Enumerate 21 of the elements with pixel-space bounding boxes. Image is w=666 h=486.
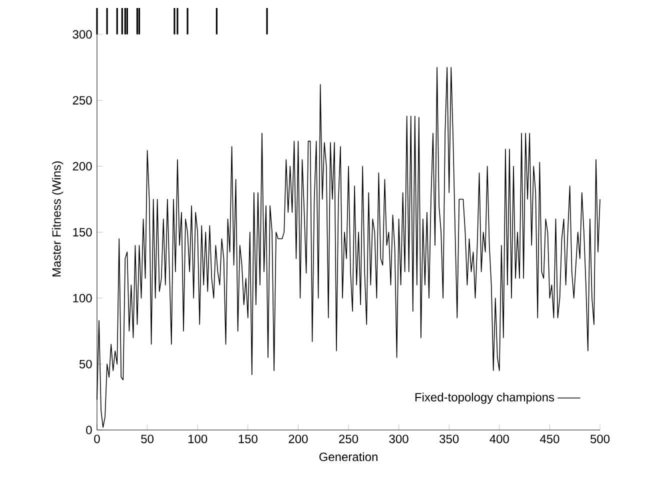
y-axis-title: Master Fitness (Wins) bbox=[52, 161, 64, 276]
x-tick-label: 50 bbox=[141, 434, 154, 444]
y-tick-label: 200 bbox=[72, 162, 92, 171]
x-tick-label: 0 bbox=[94, 434, 100, 444]
x-tick-label: 300 bbox=[389, 434, 408, 444]
y-tick-label: 100 bbox=[73, 294, 92, 302]
x-tick-label: 450 bbox=[540, 434, 560, 444]
x-tick-label: 100 bbox=[188, 434, 208, 444]
y-tick-label: 250 bbox=[72, 96, 92, 105]
y-tick-label: 150 bbox=[73, 228, 92, 236]
y-tick-label: 300 bbox=[72, 30, 92, 39]
x-tick-label: 250 bbox=[339, 434, 358, 444]
y-tick-label: 0 bbox=[86, 426, 92, 434]
legend-label: Fixed-topology champions bbox=[415, 392, 554, 404]
y-tick-label: 50 bbox=[79, 360, 92, 368]
x-axis-title: Generation bbox=[319, 452, 378, 462]
x-tick-label: 350 bbox=[440, 434, 459, 444]
x-tick-label: 400 bbox=[490, 434, 509, 444]
x-tick-label: 500 bbox=[590, 434, 610, 444]
x-tick-label: 150 bbox=[238, 434, 258, 444]
x-tick-label: 200 bbox=[288, 434, 308, 444]
